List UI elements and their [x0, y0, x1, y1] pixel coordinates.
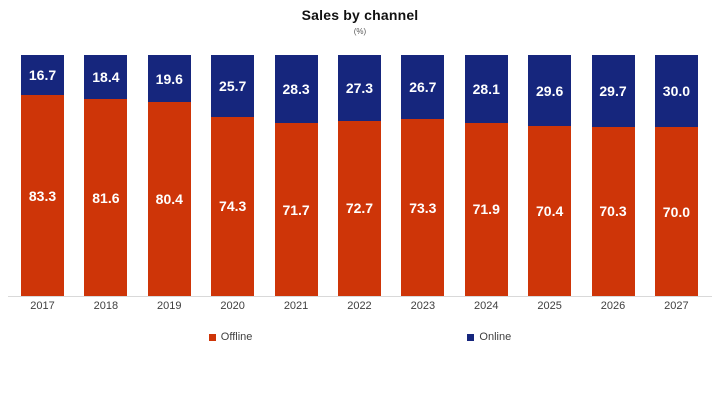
value-label: 25.7 [219, 77, 247, 94]
bar-segment-offline: 72.7 [337, 120, 381, 296]
bar-2022: 27.3 72.7 [337, 55, 381, 296]
bar-segment-online: 29.7 [591, 55, 635, 127]
value-label: 71.7 [282, 201, 310, 218]
x-tick-label: 2025 [537, 300, 562, 312]
x-tick-label: 2026 [600, 300, 626, 312]
value-label: 19.6 [155, 70, 183, 87]
x-tick-label: 2027 [664, 300, 689, 312]
bar-segment-offline: 70.4 [528, 126, 572, 296]
bar-2021: 28.3 71.7 [274, 55, 318, 296]
value-label: 16.7 [28, 67, 57, 84]
value-label: 28.1 [472, 80, 500, 97]
chart-subtitle: (%) [353, 27, 367, 36]
bar-segment-offline: 80.4 [147, 102, 191, 296]
value-label: 73.3 [409, 199, 437, 216]
x-tick-label: 2024 [473, 300, 499, 312]
value-label: 70.0 [662, 203, 691, 220]
bar-segment-offline: 70.3 [591, 126, 635, 296]
bar-2018: 18.4 81.6 [84, 55, 128, 296]
value-label: 27.3 [345, 79, 374, 96]
legend-label-online: Online [479, 331, 512, 343]
x-axis-labels: 2017 2018 2019 2020 2021 2022 2023 2024 2025 2026… [21, 300, 698, 312]
bar-segment-online: 19.6 [147, 55, 191, 103]
legend-item-online: Online [467, 331, 511, 343]
bar-segment-online: 29.6 [528, 55, 572, 127]
bar-2026: 29.7 70.3 [591, 55, 635, 296]
legend-label-offline: Offline [220, 331, 253, 343]
bar-2025: 29.6 70.4 [528, 55, 572, 296]
value-label: 18.4 [92, 69, 120, 86]
x-tick-label: 2023 [410, 300, 436, 312]
bar-segment-offline: 74.3 [211, 116, 255, 296]
x-tick-label: 2017 [30, 300, 55, 312]
bar-segment-online: 27.3 [337, 55, 381, 121]
x-tick-label: 2022 [347, 300, 372, 312]
value-label: 30.0 [662, 83, 691, 100]
bar-2024: 28.1 71.9 [464, 55, 508, 296]
online-swatch-icon [467, 333, 475, 341]
bar-2020: 25.7 74.3 [211, 55, 255, 296]
bar-segment-online: 25.7 [211, 55, 255, 117]
value-label: 81.6 [92, 189, 120, 206]
value-label: 70.4 [536, 203, 564, 220]
legend-item-offline: Offline [208, 331, 253, 343]
value-label: 26.7 [409, 79, 437, 96]
value-label: 29.7 [599, 82, 627, 99]
plot-area: 16.7 83.3 18.4 81.6 19.6 80.4 25.7 74.3 28.3 71.7… [21, 55, 698, 296]
offline-swatch-icon [208, 333, 216, 341]
bar-segment-offline: 73.3 [401, 119, 445, 296]
bar-segment-offline: 81.6 [84, 99, 128, 296]
value-label: 71.9 [472, 201, 500, 218]
bar-2023: 26.7 73.3 [401, 55, 445, 296]
bar-segment-online: 16.7 [21, 55, 64, 96]
value-label: 28.3 [282, 81, 310, 98]
x-tick-label: 2020 [220, 300, 245, 312]
value-label: 29.6 [536, 82, 564, 99]
x-tick-label: 2021 [283, 300, 309, 312]
bar-segment-online: 28.1 [464, 55, 508, 123]
bar-segment-offline: 83.3 [21, 95, 64, 296]
x-axis-line [8, 296, 712, 297]
bar-2027: 30.0 70.0 [654, 55, 698, 296]
bar-segment-online: 30.0 [654, 55, 698, 128]
value-label: 74.3 [219, 198, 247, 215]
bar-segment-online: 26.7 [401, 55, 445, 120]
value-label: 70.3 [599, 203, 627, 220]
value-label: 83.3 [28, 187, 57, 204]
bar-segment-offline: 71.7 [274, 123, 318, 296]
x-tick-label: 2019 [157, 300, 182, 312]
bar-segment-offline: 71.9 [464, 122, 508, 296]
value-label: 72.7 [345, 200, 374, 217]
bar-segment-online: 28.3 [274, 55, 318, 124]
chart-title: Sales by channel [301, 7, 419, 23]
value-label: 80.4 [155, 191, 183, 208]
legend: Offline Online [0, 331, 720, 343]
bar-2017: 16.7 83.3 [21, 55, 64, 296]
bar-2019: 19.6 80.4 [147, 55, 191, 296]
bar-segment-online: 18.4 [84, 55, 128, 100]
bar-segment-offline: 70.0 [654, 127, 698, 296]
x-tick-label: 2018 [93, 300, 119, 312]
